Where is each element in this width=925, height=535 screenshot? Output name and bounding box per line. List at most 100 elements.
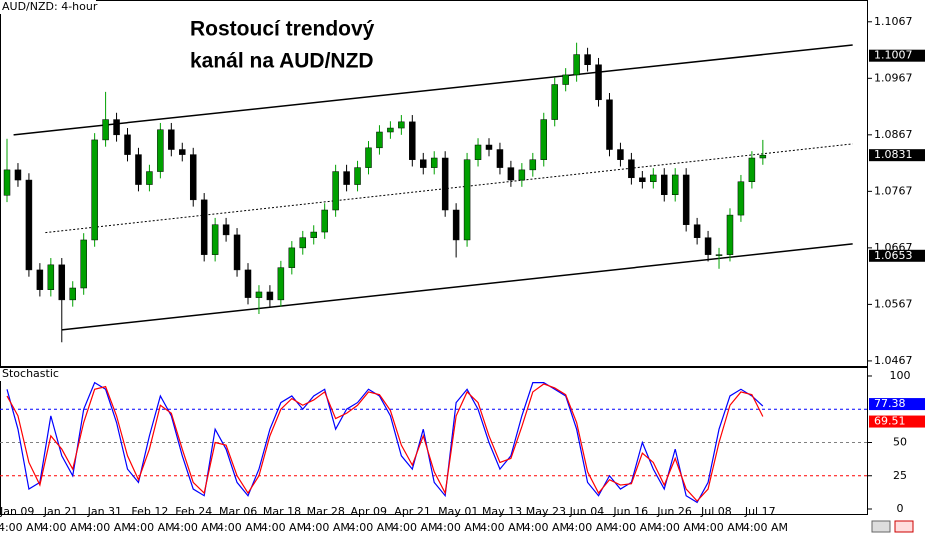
x-tick-label: Apr 21 bbox=[394, 505, 431, 518]
x-tick-label: Jun 26 bbox=[656, 505, 692, 518]
candle-body bbox=[529, 159, 537, 171]
x-time-label: 4:00 AM bbox=[611, 521, 656, 534]
x-tick-label: Mar 28 bbox=[307, 505, 345, 518]
x-time-label: 4:00 AM bbox=[305, 521, 350, 534]
x-tick-label: Jun 16 bbox=[612, 505, 648, 518]
candle-body bbox=[715, 254, 723, 256]
value-tag bbox=[869, 398, 925, 411]
candle-body bbox=[233, 234, 241, 271]
candle-body bbox=[573, 54, 580, 76]
candle-body bbox=[69, 287, 76, 301]
candle-body bbox=[485, 144, 493, 150]
x-time-label: 4:00 AM bbox=[129, 521, 174, 534]
candle-body bbox=[463, 159, 471, 241]
candle-body bbox=[222, 224, 230, 236]
x-tick-label: Feb 12 bbox=[131, 505, 168, 518]
candle-body bbox=[409, 121, 416, 160]
candle-body bbox=[3, 169, 11, 196]
candle-body bbox=[25, 179, 33, 271]
panel-label: Stochastic bbox=[2, 367, 59, 380]
candle-body bbox=[47, 264, 55, 290]
x-tick-label: Jan 21 bbox=[43, 505, 78, 518]
label-bg bbox=[0, 368, 56, 381]
y-tick-label: 1.0867 bbox=[874, 128, 913, 141]
candle-body bbox=[562, 74, 569, 85]
value-tag-label: 77.38 bbox=[874, 397, 906, 410]
candle-body bbox=[496, 149, 504, 168]
candle-body bbox=[398, 121, 405, 129]
y-tick-label: 1.0767 bbox=[874, 184, 913, 197]
candle-body bbox=[474, 144, 482, 160]
candle-body bbox=[617, 149, 624, 160]
x-time-label: 4:00 AM bbox=[699, 521, 744, 534]
scroll-icon[interactable] bbox=[894, 520, 914, 533]
x-tick-label: Jan 31 bbox=[87, 505, 122, 518]
stochastic-line bbox=[6, 383, 764, 502]
candle-body bbox=[146, 171, 153, 185]
x-time-label: 4:00 AM bbox=[173, 521, 218, 534]
candle-body bbox=[277, 267, 285, 301]
x-tick-label: May 13 bbox=[482, 505, 522, 518]
candle-body bbox=[606, 99, 613, 150]
price-tag-label: 1.1007 bbox=[874, 49, 913, 62]
candle-body bbox=[266, 291, 274, 301]
x-tick-label: Jul 08 bbox=[700, 505, 732, 518]
candle-body bbox=[376, 131, 383, 149]
candle-body bbox=[255, 291, 263, 298]
y-tick-label: 0 bbox=[897, 502, 904, 515]
value-tag-label: 69.51 bbox=[874, 415, 906, 428]
candle-body bbox=[80, 239, 87, 289]
x-time-label: 4:00 AM bbox=[743, 521, 788, 534]
candle-body bbox=[189, 154, 197, 201]
x-tick-label: Jan 09 bbox=[0, 505, 34, 518]
scroll-icon[interactable] bbox=[871, 520, 891, 533]
x-time-label: 4:00 AM bbox=[568, 521, 613, 534]
price-panel bbox=[0, 0, 868, 367]
x-time-label: 4:00 AM bbox=[261, 521, 306, 534]
price-tag bbox=[869, 49, 925, 62]
price-tag-label: 1.0653 bbox=[874, 249, 913, 262]
y-tick-label: 1.0567 bbox=[874, 297, 913, 310]
candle-body bbox=[299, 237, 307, 249]
x-time-label: 4:00 AM bbox=[0, 521, 43, 534]
candle-body bbox=[671, 174, 679, 195]
label-bg bbox=[0, 0, 96, 14]
candle-body bbox=[704, 237, 712, 255]
candle-body bbox=[200, 199, 208, 255]
candle-body bbox=[321, 209, 328, 233]
x-tick-label: May 01 bbox=[438, 505, 478, 518]
candle-body bbox=[540, 119, 548, 160]
channel-line bbox=[13, 44, 853, 136]
candle-body bbox=[759, 154, 767, 159]
candle-body bbox=[507, 167, 515, 181]
candle-body bbox=[365, 147, 372, 168]
candle-body bbox=[58, 264, 66, 301]
candle-body bbox=[113, 119, 120, 136]
x-time-label: 4:00 AM bbox=[217, 521, 262, 534]
x-tick-label: Feb 24 bbox=[175, 505, 212, 518]
candle-body bbox=[518, 169, 526, 181]
channel-line bbox=[61, 243, 853, 331]
candle-body bbox=[244, 269, 252, 298]
candle-body bbox=[551, 84, 558, 120]
candle-body bbox=[639, 177, 646, 182]
candle-body bbox=[726, 214, 734, 255]
candle-body bbox=[682, 174, 690, 225]
candle-body bbox=[102, 119, 109, 141]
candle-body bbox=[628, 159, 635, 179]
candle-body bbox=[288, 247, 296, 268]
candle-body bbox=[91, 139, 98, 241]
title: kanál na AUD/NZD bbox=[190, 50, 374, 73]
candle-body bbox=[157, 129, 164, 172]
candle-body bbox=[332, 171, 339, 211]
value-tag bbox=[869, 415, 925, 428]
candle-body bbox=[441, 157, 449, 211]
candle-body bbox=[387, 127, 394, 133]
x-time-label: 4:00 AM bbox=[348, 521, 393, 534]
channel-line bbox=[45, 143, 853, 234]
x-time-label: 4:00 AM bbox=[392, 521, 437, 534]
x-time-label: 4:00 AM bbox=[655, 521, 700, 534]
candle-body bbox=[650, 174, 657, 182]
